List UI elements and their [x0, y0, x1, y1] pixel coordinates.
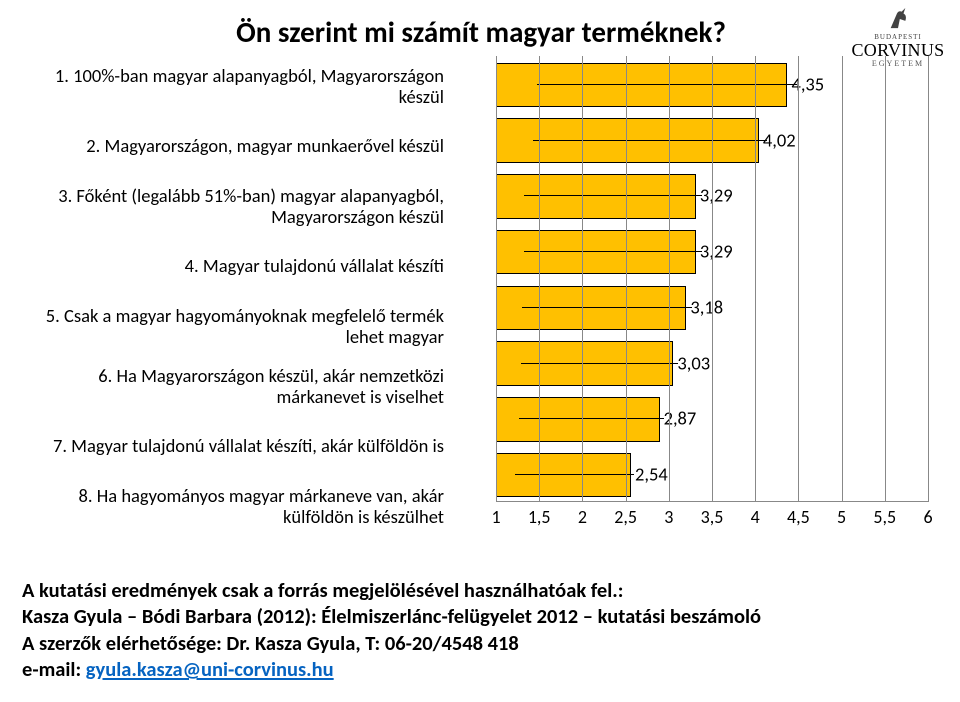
slide: BUDAPESTI CORVINUS EGYETEM Ön szerint mi…	[0, 0, 960, 702]
gridline	[798, 56, 799, 502]
x-tick: 4	[751, 506, 760, 528]
y-axis-labels: 1. 100%-ban magyar alapanyagból, Magyaro…	[22, 56, 452, 536]
error-whisker	[537, 84, 797, 85]
error-whisker	[521, 363, 679, 364]
x-tick: 3,5	[701, 506, 724, 528]
gridline	[712, 56, 713, 502]
bar-fill	[496, 118, 759, 162]
error-whisker	[522, 307, 692, 308]
bar: 2,54	[496, 453, 629, 495]
gridline	[582, 56, 583, 502]
footer-line1: A kutatási eredmények csak a forrás megj…	[22, 577, 938, 603]
bar: 3,29	[496, 174, 694, 216]
x-tick: 5,5	[873, 506, 896, 528]
gridline	[626, 56, 627, 502]
category-label: 2. Magyarországon, magyar munkaerővel ké…	[22, 116, 452, 176]
page-title: Ön szerint mi számít magyar terméknek?	[22, 14, 940, 50]
bar-value: 3,03	[677, 351, 710, 374]
gridline	[885, 56, 886, 502]
footer-line2: Kasza Gyula – Bódi Barbara (2012): Élelm…	[22, 603, 938, 629]
bar-value: 4,02	[763, 128, 796, 151]
gridline	[755, 56, 756, 502]
x-axis: 11,522,533,544,555,56	[496, 501, 928, 536]
bar-fill	[496, 286, 686, 330]
bar-value: 4,35	[791, 72, 824, 95]
chart: 4,354,023,293,293,183,032,872,54 11,522,…	[452, 56, 940, 536]
x-tick: 3	[664, 506, 673, 528]
x-tick: 2	[578, 506, 587, 528]
error-whisker	[515, 474, 635, 475]
category-label: 3. Főként (legalább 51%-ban) magyar alap…	[22, 176, 452, 236]
bar-fill	[496, 453, 631, 497]
category-label: 5. Csak a magyar hagyományoknak megfelel…	[22, 296, 452, 356]
error-whisker	[524, 195, 702, 196]
category-label: 4. Magyar tulajdonú vállalat készíti	[22, 236, 452, 296]
gridline	[669, 56, 670, 502]
bar: 2,87	[496, 397, 658, 439]
bar: 3,29	[496, 230, 694, 272]
category-label: 1. 100%-ban magyar alapanyagból, Magyaro…	[22, 56, 452, 116]
bar-value: 3,18	[690, 295, 723, 318]
footer-email-link[interactable]: gyula.kasza@uni-corvinus.hu	[86, 656, 334, 682]
footer-line4: e-mail: gyula.kasza@uni-corvinus.hu	[22, 656, 938, 682]
x-tick: 1,5	[528, 506, 551, 528]
bar-fill	[496, 397, 660, 441]
gridline	[842, 56, 843, 502]
x-tick: 6	[923, 506, 932, 528]
error-whisker	[519, 418, 664, 419]
footer: A kutatási eredmények csak a forrás megj…	[22, 577, 938, 682]
plot-area: 4,35 4,02 3,29 3,29 3,18 3,03 2,87 2,54	[496, 56, 928, 502]
gridline	[496, 56, 497, 502]
bar: 3,18	[496, 286, 684, 328]
gridline	[539, 56, 540, 502]
category-label: 7. Magyar tulajdonú vállalat készíti, ak…	[22, 416, 452, 476]
bar-value: 3,29	[700, 184, 733, 207]
x-tick: 1	[491, 506, 500, 528]
category-label: 8. Ha hagyományos magyar márkaneve van, …	[22, 476, 452, 536]
category-label: 6. Ha Magyarországon készül, akár nemzet…	[22, 356, 452, 416]
x-tick: 4,5	[787, 506, 810, 528]
bar-value: 3,29	[700, 240, 733, 263]
x-tick: 5	[837, 506, 846, 528]
bar-value: 2,54	[635, 463, 668, 486]
error-whisker	[524, 251, 702, 252]
bar: 3,03	[496, 341, 671, 383]
footer-line3: A szerzők elérhetősége: Dr. Kasza Gyula,…	[22, 630, 938, 656]
gridline	[928, 56, 929, 502]
bar-fill	[496, 174, 696, 218]
logo-bird-icon	[887, 6, 909, 32]
chart-area: 1. 100%-ban magyar alapanyagból, Magyaro…	[22, 56, 940, 536]
bar-fill	[496, 230, 696, 274]
footer-email-prefix: e-mail:	[22, 656, 86, 682]
x-tick: 2,5	[614, 506, 637, 528]
error-whisker	[533, 140, 768, 141]
bar-fill	[496, 341, 673, 385]
